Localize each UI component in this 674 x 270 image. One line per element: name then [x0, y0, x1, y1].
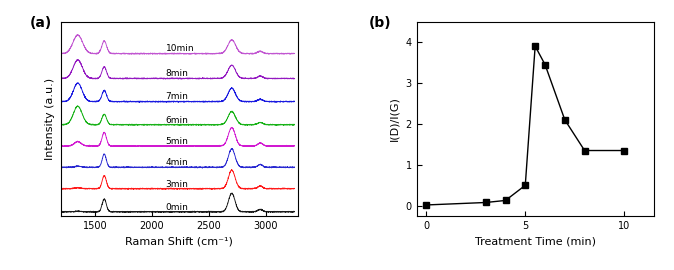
Text: 0min: 0min	[166, 202, 189, 212]
Text: (a): (a)	[30, 16, 52, 30]
Text: 5min: 5min	[166, 137, 189, 146]
Text: 8min: 8min	[166, 69, 189, 78]
Text: 6min: 6min	[166, 116, 189, 124]
Text: 10min: 10min	[166, 45, 194, 53]
X-axis label: Raman Shift (cm⁻¹): Raman Shift (cm⁻¹)	[125, 237, 233, 247]
Text: (b): (b)	[369, 16, 392, 30]
Text: 4min: 4min	[166, 158, 188, 167]
Y-axis label: Intensity (a.u.): Intensity (a.u.)	[45, 78, 55, 160]
Y-axis label: I(D)/I(G): I(D)/I(G)	[390, 96, 400, 141]
X-axis label: Treatment Time (min): Treatment Time (min)	[474, 237, 596, 247]
Text: 7min: 7min	[166, 92, 189, 102]
Text: 3min: 3min	[166, 180, 189, 188]
